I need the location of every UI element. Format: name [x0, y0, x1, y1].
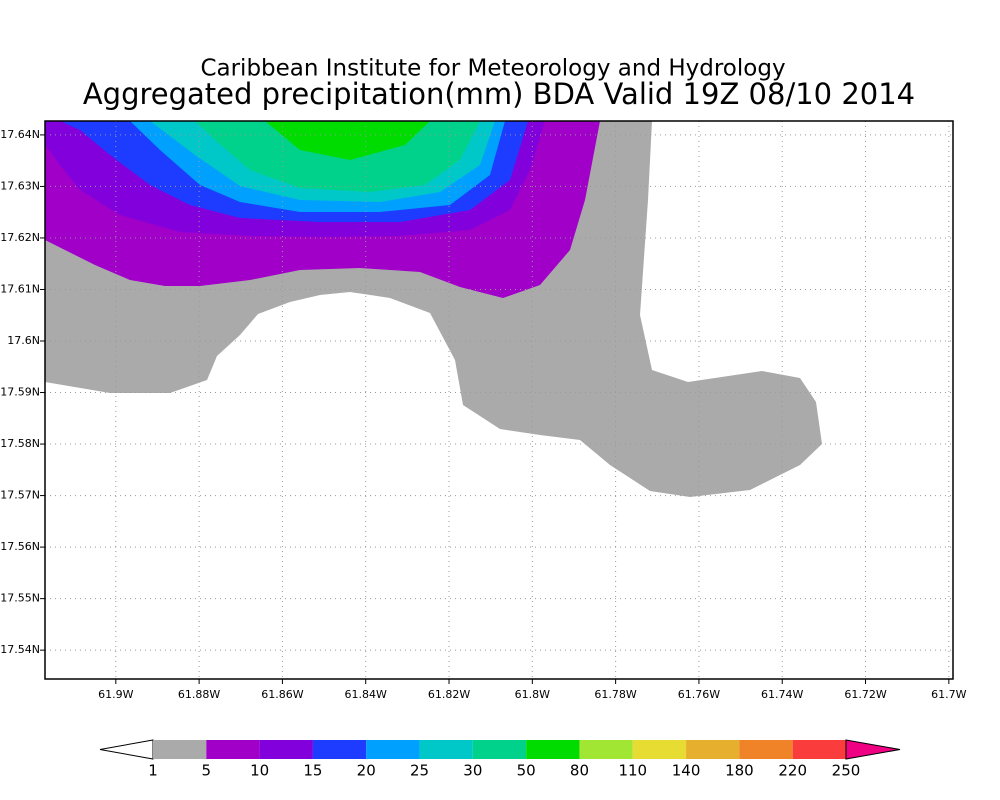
- y-tick-label: 17.58N: [0, 437, 40, 450]
- colorbar-label: 5: [202, 762, 212, 780]
- colorbar-box: [419, 740, 473, 759]
- colorbar-box: [526, 740, 580, 759]
- y-tick-label: 17.63N: [0, 179, 40, 192]
- colorbar-box: [632, 740, 687, 759]
- colorbar-label: 10: [250, 762, 269, 780]
- chart-title: Caribbean Institute for Meteorology and …: [200, 56, 785, 82]
- chart-subtitle: Aggregated precipitation(mm) BDA Valid 1…: [83, 77, 915, 111]
- contour-fills: [45, 121, 822, 497]
- x-tick-label: 61.86W: [261, 688, 303, 701]
- colorbar-label: 25: [410, 762, 429, 780]
- y-tick-label: 17.57N: [0, 489, 40, 502]
- colorbar-box: [206, 740, 260, 759]
- colorbar-box: [579, 740, 633, 759]
- colorbar-label: 50: [517, 762, 536, 780]
- y-tick-label: 17.56N: [0, 540, 40, 553]
- colorbar-box: [792, 740, 846, 759]
- x-tick-label: 61.9W: [98, 688, 133, 701]
- colorbar-label: 1: [148, 762, 158, 780]
- x-tick-label: 61.74W: [761, 688, 803, 701]
- y-tick-label: 17.64N: [0, 128, 40, 141]
- y-tick-label: 17.55N: [0, 592, 40, 605]
- y-tick-label: 17.62N: [0, 231, 40, 244]
- colorbar-label: 15: [303, 762, 322, 780]
- x-tick-label: 61.7W: [931, 688, 966, 701]
- colorbar-label: 140: [672, 762, 701, 780]
- colorbar-label: 80: [570, 762, 589, 780]
- colorbar-under: [99, 739, 154, 760]
- colorbar-box: [153, 740, 207, 759]
- x-tick-label: 61.72W: [844, 688, 886, 701]
- colorbar-label: 220: [778, 762, 807, 780]
- y-tick-label: 17.6N: [7, 334, 40, 347]
- colorbar-label: 30: [463, 762, 482, 780]
- x-tick-label: 61.76W: [678, 688, 720, 701]
- plot-frame: [44, 120, 954, 680]
- x-tick-label: 61.84W: [345, 688, 387, 701]
- x-tick-label: 61.82W: [428, 688, 470, 701]
- colorbar-over: [845, 739, 901, 760]
- colorbar-label: 250: [832, 762, 861, 780]
- colorbar-box: [259, 740, 313, 759]
- x-tick-label: 61.8W: [515, 688, 550, 701]
- x-tick-label: 61.78W: [594, 688, 636, 701]
- contour-band: [265, 121, 430, 160]
- colorbar-box: [366, 740, 420, 759]
- colorbar-label: 20: [357, 762, 376, 780]
- y-tick-label: 17.54N: [0, 643, 40, 656]
- colorbar-label: 180: [725, 762, 754, 780]
- colorbar-box: [739, 740, 793, 759]
- colorbar-box: [312, 740, 367, 759]
- colorbar-box: [686, 740, 740, 759]
- colorbar-label: 110: [618, 762, 647, 780]
- x-tick-label: 61.88W: [178, 688, 220, 701]
- y-tick-label: 17.59N: [0, 386, 40, 399]
- y-tick-label: 17.61N: [0, 282, 40, 295]
- colorbar-box: [472, 740, 527, 759]
